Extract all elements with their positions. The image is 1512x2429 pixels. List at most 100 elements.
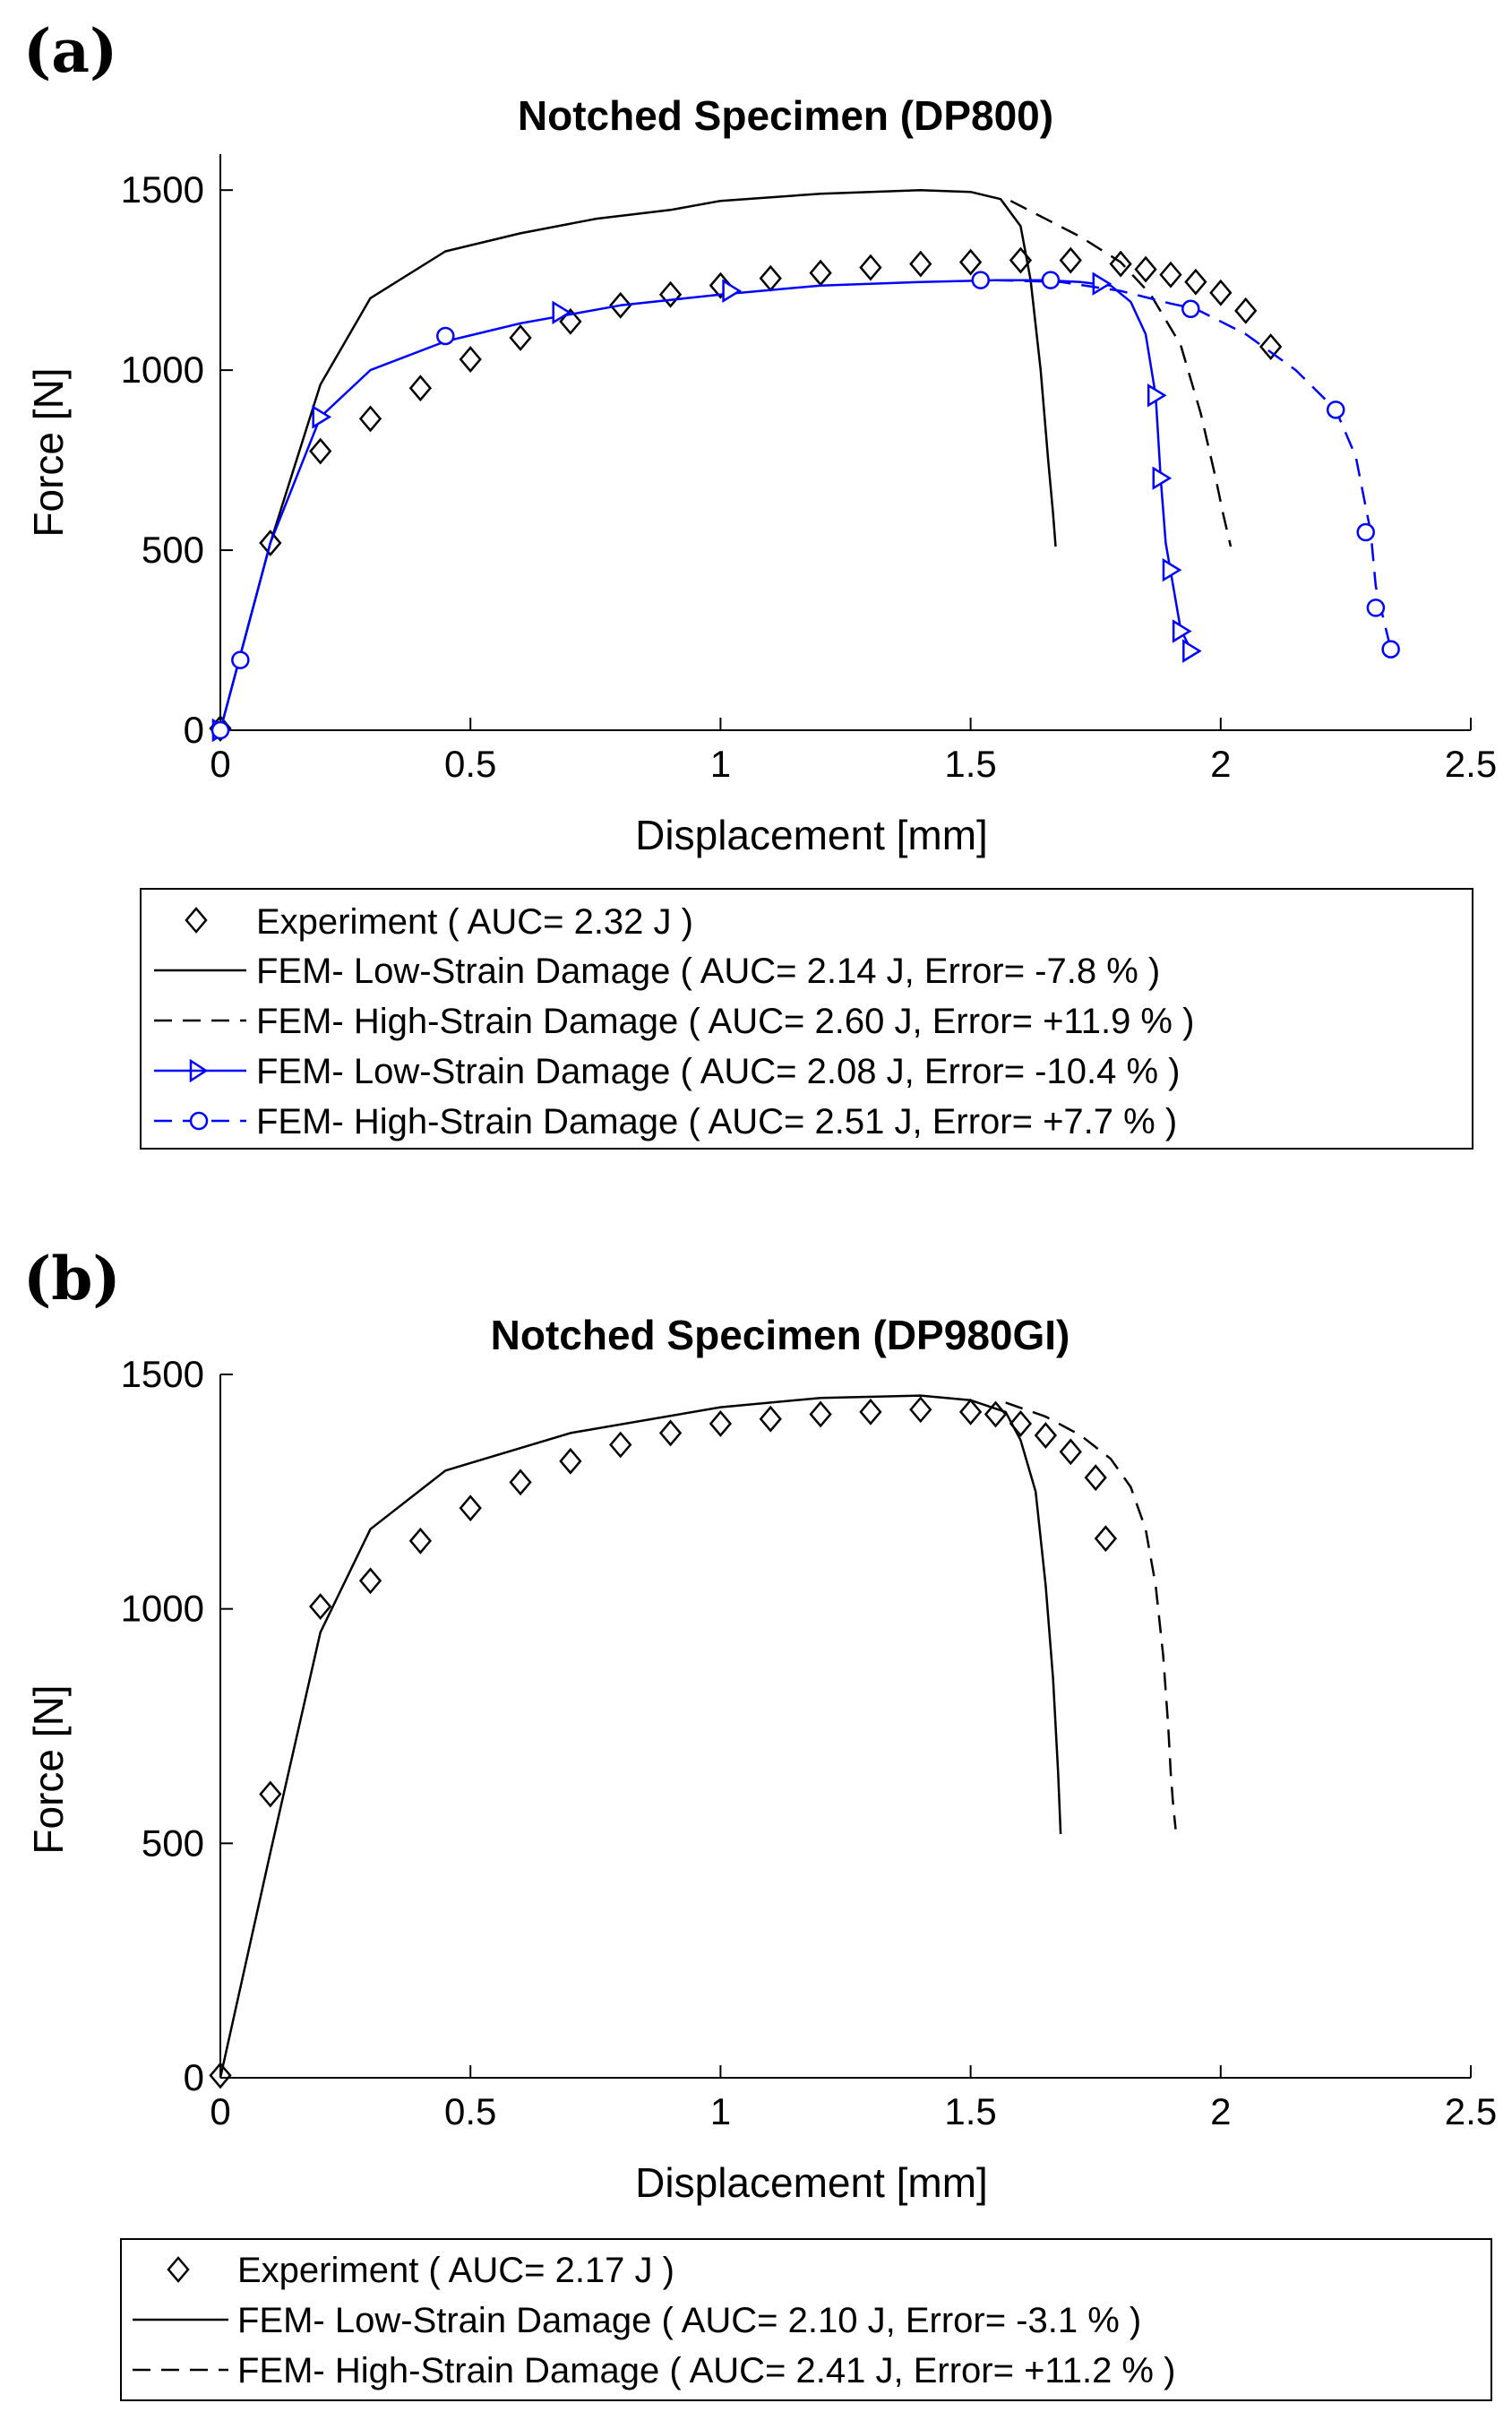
chart-a-x-tick-label: 2.5 [1445, 743, 1497, 785]
chart-a-series-4 [210, 271, 1400, 740]
chart-a-y-tick-label: 500 [142, 529, 204, 571]
chart-b-x-tick-label: 1.5 [944, 2090, 996, 2132]
chart-b-data-point [509, 1469, 532, 1496]
chart-a-data-point [1172, 619, 1192, 643]
chart-a-series-line [219, 279, 1192, 731]
chart-a-x-tick-label: 1 [710, 743, 731, 785]
legend-b-label: FEM- High-Strain Damage ( AUC= 2.41 J, E… [237, 2351, 1175, 2390]
chart-b-data-point [1084, 1464, 1107, 1492]
chart-a-data-point [1381, 640, 1400, 659]
chart-a-data-point [1162, 557, 1182, 582]
chart-a-data-point [658, 280, 683, 308]
legend-a-box [140, 888, 1473, 1150]
chart-a-series-line [219, 188, 1057, 731]
chart-a-series-line [1009, 200, 1233, 547]
chart-a-data-point [259, 530, 282, 556]
chart-a-data-point [408, 375, 432, 402]
chart-b-data-point [1094, 1525, 1118, 1553]
legend-b-label: Experiment ( AUC= 2.17 J ) [237, 2251, 674, 2290]
legend-a-marker-triangle [189, 1058, 209, 1083]
chart-b-data-point [859, 1398, 882, 1426]
chart-a-series-2 [1009, 200, 1233, 547]
chart-b-x-tick-label: 1 [710, 2090, 731, 2132]
chart-a-data-point [1134, 255, 1157, 283]
chart-b-series-1 [219, 1394, 1062, 2079]
legend-b-label: FEM- Low-Strain Damage ( AUC= 2.10 J, Er… [237, 2301, 1141, 2340]
chart-a-data-point [210, 720, 230, 740]
legend-a-item: FEM- Low-Strain Damage ( AUC= 2.14 J, Er… [154, 952, 1160, 991]
chart-b-y-tick-label: 500 [142, 1822, 204, 1864]
chart-a-y-tick-label: 0 [184, 709, 204, 751]
chart-a-data-point [559, 307, 582, 335]
legend-a-marker-diamond [185, 907, 208, 934]
panel-a-label: (a) [23, 16, 117, 86]
legend-a-item: FEM- High-Strain Damage ( AUC= 2.60 J, E… [154, 1002, 1194, 1041]
chart-a-data-point [1181, 299, 1200, 319]
chart-b-data-point [759, 1405, 782, 1433]
chart-a-series-1 [219, 188, 1057, 731]
chart-a-data-point [1209, 279, 1233, 306]
chart-a-data-point [1184, 268, 1207, 296]
chart-b-series-2 [1005, 1401, 1177, 1830]
chart-b-data-point [1009, 1410, 1033, 1437]
legend-b-box [120, 2238, 1492, 2401]
chart-a-data-point [1259, 333, 1283, 360]
chart-a-ylabel: Force [N] [25, 367, 72, 537]
legend-a-item: Experiment ( AUC= 2.32 J ) [185, 902, 693, 942]
chart-a-data-point [358, 405, 382, 433]
chart-b-data-point [1059, 1438, 1082, 1466]
chart-a-data-point [1147, 383, 1167, 408]
chart-b-title: Notched Specimen (DP980GI) [491, 1312, 1070, 1358]
chart-b-data-point [459, 1494, 482, 1522]
chart-a-data-point [1109, 250, 1132, 278]
chart-b-xlabel: Displacement [mm] [635, 2159, 988, 2206]
chart-a-data-point [971, 271, 991, 289]
chart-a-x-tick-label: 2 [1210, 743, 1231, 785]
chart-b-data-point [958, 1398, 983, 1426]
chart-a-data-point [1092, 271, 1113, 296]
chart-a-data-point [1326, 401, 1345, 419]
chart-a-series-0 [209, 246, 1283, 742]
chart-b-y-tick-label: 0 [184, 2056, 204, 2098]
chart-a-x-tick-label: 1.5 [944, 743, 996, 785]
chart-a-series-3 [211, 271, 1202, 743]
chart-a-data-point [436, 326, 455, 346]
chart-a-data-point [759, 264, 782, 292]
chart-a-data-point [459, 346, 482, 374]
chart-b-data-point [909, 1396, 932, 1424]
chart-a-data-point [1234, 297, 1258, 324]
chart-b-data-point [559, 1447, 582, 1475]
legend-a: Experiment ( AUC= 2.32 J ) FEM- Low-Stra… [140, 888, 1473, 1150]
chart-b-x-tick-label: 2 [1210, 2090, 1231, 2132]
chart-a-data-point [1366, 599, 1386, 617]
legend-b: Experiment ( AUC= 2.17 J ) FEM- Low-Stra… [120, 2238, 1492, 2401]
chart-a-data-point [312, 405, 332, 429]
legend-a-label: Experiment ( AUC= 2.32 J ) [256, 902, 693, 942]
chart-a-title: Notched Specimen (DP800) [518, 92, 1053, 139]
chart-b-data-point [259, 1780, 282, 1808]
chart-a-data-point [509, 324, 532, 351]
chart-a-data-point [958, 248, 983, 276]
chart-a-data-point [231, 650, 250, 669]
chart-a-data-point [609, 291, 632, 319]
chart-a-data-point [1182, 639, 1202, 663]
chart-a-data-point [1041, 271, 1061, 289]
chart-b-data-point [609, 1431, 632, 1459]
legend-a-label: FEM- Low-Strain Damage ( AUC= 2.14 J, Er… [256, 952, 1160, 991]
chart-a-x-tick-label: 0 [210, 743, 230, 785]
chart-b-series-0 [209, 1396, 1118, 2089]
legend-a-label: FEM- Low-Strain Damage ( AUC= 2.08 J, Er… [256, 1052, 1180, 1091]
chart-a-data-point [1152, 466, 1173, 490]
legend-a-label: FEM- High-Strain Damage ( AUC= 2.60 J, E… [256, 1002, 1194, 1041]
chart-a-x-tick-label: 0.5 [444, 743, 496, 785]
chart-b-data-point [709, 1410, 733, 1437]
chart-b-data-point [309, 1593, 332, 1620]
chart-b-data-point [658, 1419, 683, 1447]
chart-a-xlabel: Displacement [mm] [635, 812, 988, 858]
chart-b-data-point [358, 1567, 382, 1595]
chart-a-data-point [1059, 246, 1082, 274]
chart-b-data-point [408, 1527, 432, 1555]
chart-a-data-point [909, 250, 932, 278]
chart-a-y-tick-label: 1500 [121, 168, 204, 211]
